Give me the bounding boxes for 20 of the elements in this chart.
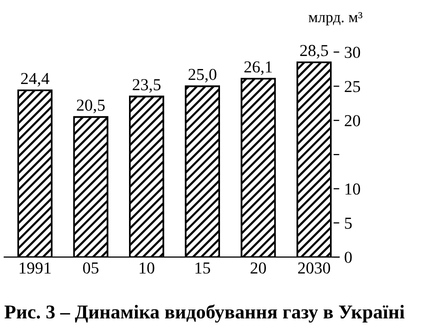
data-label: 23,5 [132,79,161,93]
y-tick-label: 25 [344,80,360,92]
data-label: 24,4 [21,72,50,87]
data-label: 26,1 [244,61,272,75]
data-label: 25,0 [188,68,216,82]
y-tick-label: 30 [344,46,360,58]
y-tick-label: 10 [346,183,360,195]
text: Рис. 3 – Динаміка видобування газу в Україні [4,304,404,323]
y-tick-label: 0 [344,252,352,263]
y-tick-label: 5 [345,218,352,229]
y-axis-title: млрд. м³ [308,12,362,26]
x-tick-label: 20 [250,262,266,274]
x-tick-label: 1991 [20,262,51,274]
x-tick-label: 2030 [298,262,330,274]
data-label: 20,5 [76,100,105,114]
x-tick-label: 15 [196,262,210,274]
x-tick-label: 10 [140,262,154,274]
y-tick-label: 20 [344,115,360,126]
data-label: 28,5 [300,44,328,59]
x-tick-label: 05 [83,262,98,274]
